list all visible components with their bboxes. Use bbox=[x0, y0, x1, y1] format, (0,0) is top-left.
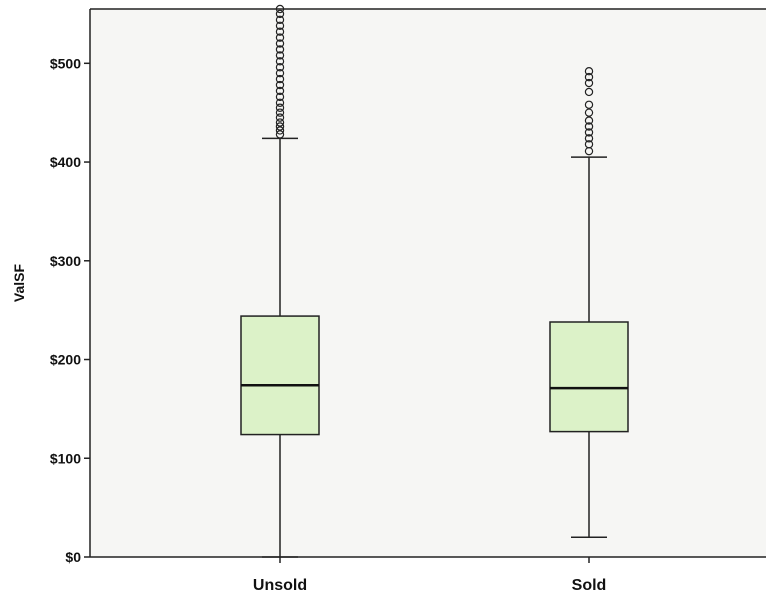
iqr-box bbox=[240, 315, 320, 436]
outlier-point bbox=[275, 63, 285, 72]
outlier-point bbox=[275, 86, 285, 96]
outlier-point bbox=[584, 100, 594, 109]
x-category-label: Unsold bbox=[253, 577, 307, 594]
iqr-box bbox=[549, 321, 629, 433]
outlier-point bbox=[275, 108, 285, 117]
outlier-point bbox=[584, 128, 594, 137]
box-sold bbox=[549, 67, 629, 539]
outlier-point bbox=[275, 68, 285, 78]
outlier-point bbox=[275, 45, 285, 54]
x-category-label: Sold bbox=[572, 577, 607, 594]
y-tick-label: $200 bbox=[50, 352, 81, 368]
outlier-point bbox=[275, 103, 285, 112]
outlier-point bbox=[584, 140, 594, 149]
y-tick-label: $400 bbox=[50, 154, 81, 170]
outlier-point bbox=[275, 4, 285, 14]
outlier-point bbox=[275, 118, 285, 127]
outlier-point bbox=[584, 72, 594, 82]
outlier-point bbox=[275, 9, 285, 19]
outlier-point bbox=[275, 74, 285, 84]
outlier-point bbox=[275, 126, 285, 135]
y-axis-title: ValSF bbox=[11, 263, 27, 302]
outlier-point bbox=[584, 134, 594, 143]
outlier-point bbox=[584, 87, 594, 97]
y-tick-label: $300 bbox=[50, 253, 81, 269]
y-tick-label: $100 bbox=[50, 450, 81, 466]
outlier-point bbox=[584, 78, 594, 88]
outlier-point bbox=[584, 122, 594, 131]
outlier-point bbox=[275, 80, 285, 90]
outlier-point bbox=[275, 92, 285, 102]
outlier-point bbox=[275, 113, 285, 122]
outlier-point bbox=[275, 33, 285, 42]
box-unsold bbox=[240, 4, 320, 558]
boxes bbox=[240, 4, 629, 558]
outlier-point bbox=[584, 67, 594, 76]
outlier-point bbox=[584, 108, 594, 117]
outlier-point bbox=[275, 122, 285, 131]
outlier-point bbox=[275, 39, 285, 48]
plot-area bbox=[90, 9, 766, 557]
outlier-point bbox=[584, 116, 594, 125]
outlier-point bbox=[275, 130, 285, 139]
outlier-point bbox=[275, 21, 285, 30]
outlier-point bbox=[275, 27, 285, 36]
y-tick-label: $500 bbox=[50, 55, 81, 71]
outlier-point bbox=[275, 51, 285, 60]
outlier-point bbox=[275, 15, 285, 25]
y-tick-label: $0 bbox=[65, 549, 81, 565]
outlier-point bbox=[275, 57, 285, 66]
axes: $0 $100 $200 $300 $400 $500 Unsold Sold bbox=[50, 8, 766, 594]
outlier-point bbox=[275, 98, 285, 108]
